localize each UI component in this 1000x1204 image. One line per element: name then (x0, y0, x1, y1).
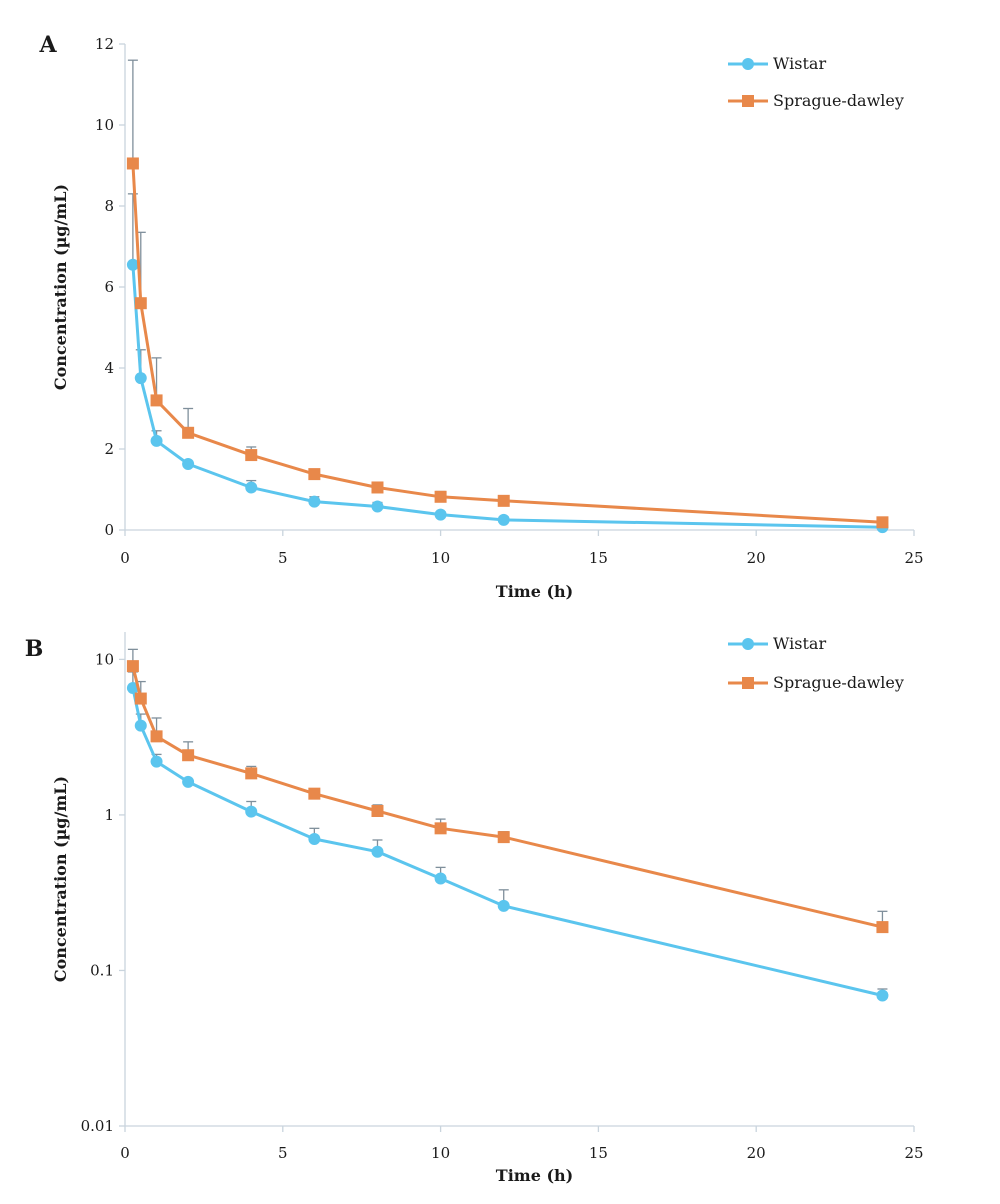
panel-b-log-chart: B 0 5 10 15 20 25 0.01 0.1 1 10 Time (h) Concentrati… (25, 632, 924, 1185)
data-point (245, 767, 258, 780)
legend-marker (742, 638, 754, 650)
series-line (131, 687, 883, 997)
y-tick-label: 6 (104, 278, 114, 296)
data-point (245, 481, 258, 494)
data-point (126, 660, 139, 673)
y-tick-label: 12 (95, 35, 114, 53)
data-point (134, 692, 147, 705)
data-point (876, 989, 889, 1002)
data-point (308, 468, 321, 481)
data-point (371, 500, 384, 513)
x-tick-label: 25 (904, 1144, 923, 1162)
x-tick-label: 0 (120, 1144, 130, 1162)
y-axis-title: Concentration (µg/mL) (51, 776, 70, 982)
y-tick-label: 8 (104, 197, 114, 215)
y-tick-label: 10 (95, 650, 114, 668)
x-tick-label: 20 (747, 1144, 766, 1162)
data-point (134, 372, 147, 385)
legend-marker (742, 58, 754, 70)
data-point (182, 749, 195, 762)
x-axis-title: Time (h) (496, 1166, 573, 1185)
series-line (131, 163, 883, 524)
data-point (134, 297, 147, 310)
data-point (876, 516, 889, 529)
data-point (182, 457, 195, 470)
data-point (126, 157, 139, 170)
legend-label: Wistar (773, 54, 826, 73)
data-point (371, 845, 384, 858)
data-point (126, 681, 139, 694)
x-tick-label: 25 (904, 549, 923, 567)
data-point (308, 833, 321, 846)
x-tick-label: 15 (589, 549, 608, 567)
legend-marker (742, 677, 754, 689)
y-tick-label: 10 (95, 116, 114, 134)
data-point (434, 822, 447, 835)
data-point (150, 434, 163, 447)
data-point (150, 394, 163, 407)
data-point (308, 787, 321, 800)
y-tick-label: 0.1 (90, 961, 114, 979)
x-tick-label: 0 (120, 549, 130, 567)
x-tick-label: 10 (431, 549, 450, 567)
data-point (134, 719, 147, 732)
series-line (131, 665, 883, 929)
y-tick-label: 0 (104, 521, 114, 539)
data-point (497, 494, 510, 507)
data-point (182, 775, 195, 788)
data-point (150, 755, 163, 768)
data-point (497, 899, 510, 912)
y-axis-title: Concentration (µg/mL) (51, 184, 70, 390)
data-point (371, 481, 384, 494)
data-point (434, 508, 447, 521)
legend-label: Sprague-dawley (773, 91, 904, 110)
data-point (434, 872, 447, 885)
y-tick-label: 0.01 (81, 1117, 114, 1135)
y-tick-label: 1 (104, 806, 114, 824)
data-point (245, 449, 258, 462)
legend-label: Sprague-dawley (773, 673, 904, 692)
x-tick-label: 5 (278, 1144, 288, 1162)
data-point (434, 490, 447, 503)
y-tick-label: 4 (104, 359, 114, 377)
data-point (150, 730, 163, 743)
data-point (126, 258, 139, 271)
x-tick-label: 15 (589, 1144, 608, 1162)
data-point (245, 805, 258, 818)
data-point (182, 426, 195, 439)
data-point (497, 513, 510, 526)
panel-a-linear-chart: A 0 5 10 15 20 25 0 2 4 6 8 10 12 Time (h) Concentratio… (38, 32, 923, 601)
x-tick-label: 5 (278, 549, 288, 567)
data-point (876, 921, 889, 934)
y-tick-label: 2 (104, 440, 114, 458)
x-axis-title: Time (h) (496, 582, 573, 601)
panel-letter: A (38, 32, 57, 58)
legend-marker (742, 95, 754, 107)
x-tick-label: 10 (431, 1144, 450, 1162)
x-tick-label: 20 (747, 549, 766, 567)
data-point (308, 495, 321, 508)
series-line (131, 264, 883, 529)
data-point (497, 831, 510, 844)
data-point (371, 804, 384, 817)
legend-label: Wistar (773, 634, 826, 653)
panel-letter: B (25, 636, 44, 662)
